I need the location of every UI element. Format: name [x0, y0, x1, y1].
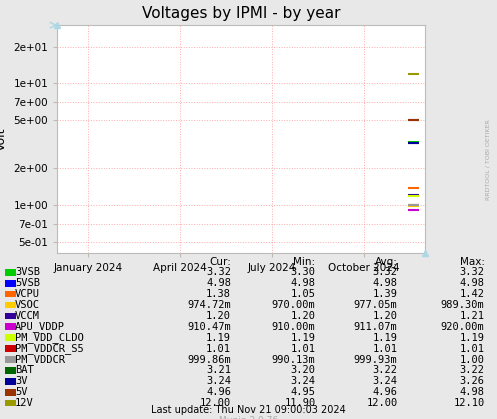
- Text: 1.38: 1.38: [206, 289, 231, 299]
- Text: 5VSB: 5VSB: [15, 278, 40, 288]
- Text: 1.19: 1.19: [460, 333, 485, 343]
- Text: 1.42: 1.42: [460, 289, 485, 299]
- Text: 1.20: 1.20: [373, 311, 398, 321]
- Text: Last update: Thu Nov 21 09:00:03 2024: Last update: Thu Nov 21 09:00:03 2024: [151, 405, 346, 415]
- Text: 1.00: 1.00: [460, 354, 485, 365]
- Text: 12.00: 12.00: [200, 398, 231, 408]
- Text: 989.30m: 989.30m: [441, 300, 485, 310]
- Text: 990.13m: 990.13m: [272, 354, 316, 365]
- Text: PM_VDD_CLDO: PM_VDD_CLDO: [15, 332, 83, 343]
- Text: 3.24: 3.24: [373, 376, 398, 386]
- Text: 970.00m: 970.00m: [272, 300, 316, 310]
- Text: 3V: 3V: [15, 376, 27, 386]
- Text: 3.24: 3.24: [206, 376, 231, 386]
- Text: 910.47m: 910.47m: [187, 322, 231, 332]
- Text: 4.96: 4.96: [206, 387, 231, 397]
- Title: Voltages by IPMI - by year: Voltages by IPMI - by year: [142, 6, 340, 21]
- Text: 1.39: 1.39: [373, 289, 398, 299]
- Text: 4.98: 4.98: [460, 278, 485, 288]
- Text: 3.30: 3.30: [291, 267, 316, 277]
- Text: 1.01: 1.01: [206, 344, 231, 354]
- Text: 1.20: 1.20: [206, 311, 231, 321]
- Text: 4.95: 4.95: [291, 387, 316, 397]
- Text: VCCM: VCCM: [15, 311, 40, 321]
- Text: 3VSB: 3VSB: [15, 267, 40, 277]
- Text: 974.72m: 974.72m: [187, 300, 231, 310]
- Text: 999.86m: 999.86m: [187, 354, 231, 365]
- Text: 1.05: 1.05: [291, 289, 316, 299]
- Text: 910.00m: 910.00m: [272, 322, 316, 332]
- Text: 911.07m: 911.07m: [354, 322, 398, 332]
- Text: 999.93m: 999.93m: [354, 354, 398, 365]
- Text: 3.26: 3.26: [460, 376, 485, 386]
- Text: 4.96: 4.96: [373, 387, 398, 397]
- Text: 4.98: 4.98: [373, 278, 398, 288]
- Text: 12.00: 12.00: [366, 398, 398, 408]
- Y-axis label: Volt: Volt: [0, 127, 8, 151]
- Text: 3.32: 3.32: [373, 267, 398, 277]
- Text: 4.98: 4.98: [460, 387, 485, 397]
- Text: 977.05m: 977.05m: [354, 300, 398, 310]
- Text: Munin 2.0.76: Munin 2.0.76: [219, 416, 278, 419]
- Text: 3.22: 3.22: [460, 365, 485, 375]
- Text: 1.01: 1.01: [460, 344, 485, 354]
- Text: 3.21: 3.21: [206, 365, 231, 375]
- Text: Avg:: Avg:: [375, 257, 398, 267]
- Text: 4.98: 4.98: [291, 278, 316, 288]
- Text: 11.90: 11.90: [284, 398, 316, 408]
- Text: VCPU: VCPU: [15, 289, 40, 299]
- Text: 3.20: 3.20: [291, 365, 316, 375]
- Text: PM_VDDCR_S5: PM_VDDCR_S5: [15, 343, 83, 354]
- Text: 3.22: 3.22: [373, 365, 398, 375]
- Text: 1.01: 1.01: [373, 344, 398, 354]
- Text: 3.32: 3.32: [460, 267, 485, 277]
- Text: Min:: Min:: [293, 257, 316, 267]
- Text: PM_VDDCR: PM_VDDCR: [15, 354, 65, 365]
- Text: 1.20: 1.20: [291, 311, 316, 321]
- Text: 3.24: 3.24: [291, 376, 316, 386]
- Text: 12.10: 12.10: [453, 398, 485, 408]
- Text: Cur:: Cur:: [209, 257, 231, 267]
- Text: 3.32: 3.32: [206, 267, 231, 277]
- Text: APU_VDDP: APU_VDDP: [15, 321, 65, 332]
- Text: 920.00m: 920.00m: [441, 322, 485, 332]
- Text: 12V: 12V: [15, 398, 34, 408]
- Text: RRDTOOL / TOBI OETIKER: RRDTOOL / TOBI OETIKER: [486, 119, 491, 199]
- Text: Max:: Max:: [460, 257, 485, 267]
- Text: 5V: 5V: [15, 387, 27, 397]
- Text: 1.21: 1.21: [460, 311, 485, 321]
- Text: 1.19: 1.19: [291, 333, 316, 343]
- Text: BAT: BAT: [15, 365, 34, 375]
- Text: 1.01: 1.01: [291, 344, 316, 354]
- Text: 1.19: 1.19: [373, 333, 398, 343]
- Text: 4.98: 4.98: [206, 278, 231, 288]
- Text: 1.19: 1.19: [206, 333, 231, 343]
- Text: VSOC: VSOC: [15, 300, 40, 310]
